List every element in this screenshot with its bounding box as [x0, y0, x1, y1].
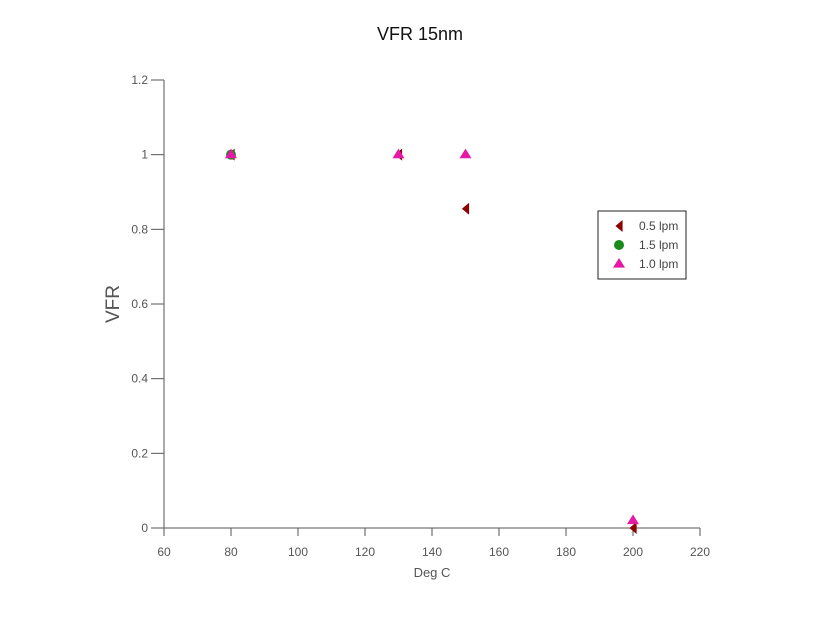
- y-tick-label: 0.2: [131, 446, 148, 460]
- data-point: [461, 202, 470, 215]
- data-point: [225, 148, 237, 159]
- x-axis-title: Deg C: [414, 565, 451, 580]
- y-tick-label: 1: [141, 148, 148, 162]
- data-point: [459, 148, 472, 159]
- x-tick-label: 100: [288, 545, 308, 559]
- x-tick-label: 140: [422, 545, 442, 559]
- legend-box: [597, 210, 687, 280]
- x-tick-label: 200: [623, 545, 643, 559]
- x-tick-label: 60: [157, 545, 171, 559]
- series-2: [225, 148, 639, 525]
- legend-label: 1.0 lpm: [639, 257, 678, 271]
- legend-label: 0.5 lpm: [639, 219, 678, 233]
- x-tick-label: 220: [690, 545, 710, 559]
- y-tick-label: 1.2: [131, 73, 148, 87]
- y-tick-label: 0.6: [131, 297, 148, 311]
- y-tick-label: 0.4: [131, 372, 148, 386]
- x-tick-label: 120: [355, 545, 375, 559]
- legend: 0.5 lpm 1.5 lpm 1.0 lpm: [597, 210, 687, 280]
- series-0: [227, 148, 637, 534]
- y-tick-label: 0: [141, 521, 148, 535]
- legend-marker: [615, 220, 623, 232]
- data-point: [629, 522, 637, 534]
- legend-item: 0.5 lpm: [615, 219, 678, 233]
- legend-item: 1.0 lpm: [613, 257, 678, 271]
- data-point: [392, 148, 405, 159]
- axes-layer: 60 80 100 120 140 160 180 200 220 0 0.2 0.4 0.6 0.8 1 1…: [131, 73, 710, 559]
- x-tick-label: 160: [489, 545, 509, 559]
- legend-marker: [614, 240, 624, 250]
- x-tick-label: 180: [556, 545, 576, 559]
- y-axis-title: VFR: [103, 285, 124, 323]
- y-tick-label: 0.8: [131, 222, 148, 236]
- points-layer: [225, 148, 639, 534]
- x-tick-label: 80: [224, 545, 238, 559]
- legend-item: 1.5 lpm: [614, 238, 678, 252]
- legend-marker: [613, 258, 625, 268]
- legend-label: 1.5 lpm: [639, 238, 678, 252]
- data-point: [627, 514, 639, 525]
- chart-title: VFR 15nm: [377, 24, 463, 44]
